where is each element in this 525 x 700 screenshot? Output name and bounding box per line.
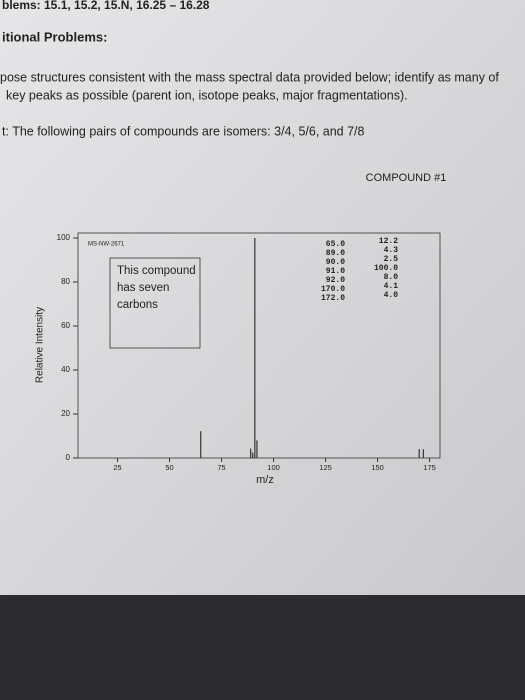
hint: t: The following pairs of compounds are …: [2, 124, 365, 138]
y-tick-label: 80: [61, 277, 70, 286]
peak-intensity: 4.0: [384, 291, 399, 300]
y-tick-label: 60: [61, 321, 70, 330]
x-tick-label: 125: [319, 463, 332, 472]
annotation: carbons: [117, 299, 158, 311]
paper: [0, 0, 525, 595]
peak-intensity: 8.0: [384, 273, 399, 282]
section-title: itional Problems:: [2, 29, 107, 44]
plot-frame: [77, 232, 441, 459]
peak-intensity: 100.0: [374, 264, 398, 273]
annotation: has seven: [117, 282, 169, 294]
peak-mz: 92.0: [326, 276, 345, 285]
x-tick-label: 75: [217, 463, 225, 472]
peak-mz: 91.0: [326, 267, 345, 276]
peak-intensity: 2.5: [384, 255, 399, 264]
peak-mz: 170.0: [321, 285, 345, 294]
peak-intensity: 12.2: [379, 237, 398, 246]
instruction: pose structures consistent with the mass…: [0, 70, 499, 84]
desk: [0, 595, 525, 700]
x-tick-label: 150: [371, 463, 384, 472]
peak-intensity: 4.1: [384, 282, 399, 291]
spectrum-id: MS-NW-2671: [88, 242, 125, 248]
y-tick-label: 100: [57, 233, 71, 242]
x-tick-label: 25: [113, 463, 121, 472]
peak-mz: 172.0: [321, 294, 345, 303]
x-axis-label: m/z: [256, 474, 274, 486]
y-tick-label: 0: [66, 453, 71, 462]
peak-mz: 90.0: [326, 258, 345, 267]
chart-title: COMPOUND #1: [366, 172, 447, 184]
peak-mz: 65.0: [326, 240, 345, 249]
y-axis-label: Relative Intensity: [35, 307, 46, 383]
annotation-box: [109, 257, 201, 349]
course-line: blems: 15.1, 15.2, 15.N, 16.25 – 16.28: [2, 0, 210, 12]
peak-mz: 89.0: [326, 249, 345, 258]
instruction: key peaks as possible (parent ion, isoto…: [6, 88, 408, 102]
x-tick-label: 50: [165, 463, 173, 472]
annotation: This compound: [117, 265, 196, 277]
peak-intensity: 4.3: [384, 246, 399, 255]
x-tick-label: 175: [423, 463, 436, 472]
y-tick-label: 40: [61, 365, 70, 374]
y-tick-label: 20: [61, 409, 70, 418]
x-tick-label: 100: [267, 463, 280, 472]
